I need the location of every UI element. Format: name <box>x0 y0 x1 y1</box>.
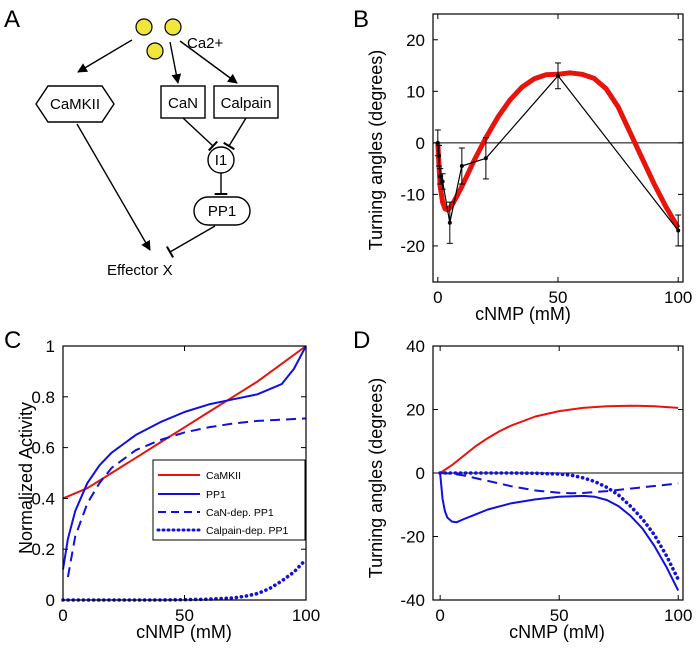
arrow-ca-to-can <box>169 41 182 84</box>
chart-c-ylabel: Normalized Activity <box>16 402 36 554</box>
chart-c-series-0-line <box>62 345 307 500</box>
chart-d-ytick-label: -40 <box>400 591 425 610</box>
chart-d-ylabel: Turning angles (degrees) <box>366 378 386 578</box>
chart-d-series-3-line <box>438 471 681 582</box>
pathway-diagram: Ca2+ CaMKII CaN Calpain I1 PP1 Effector … <box>35 18 279 279</box>
chart-b-ytick-label: 0 <box>416 134 425 153</box>
panel-letter-a: A <box>4 6 20 33</box>
chart-d-ytick-label: 0 <box>416 464 425 483</box>
arrow-camkii-to-effector <box>76 123 151 251</box>
chart-c-ytick-label: 1 <box>46 337 55 356</box>
chart-c-xlabel: cNMP (mM) <box>136 622 232 642</box>
chart-c-ytick-label: 0 <box>46 591 55 610</box>
chart-b-data-point <box>459 164 464 169</box>
chart-b-data-point <box>556 73 560 78</box>
chart-c-series-2-line <box>66 417 307 578</box>
camkii-label: CaMKII <box>50 96 100 113</box>
chart-d-series-1-line <box>439 472 680 591</box>
chart-b-data-point <box>447 220 452 225</box>
effector-label: Effector X <box>107 262 173 279</box>
calcium-ion-icon <box>164 18 182 36</box>
camkii-node <box>35 85 115 123</box>
chart-c-legend: CaMKII PP1 CaN-dep. PP1 Calpain-dep. PP1 <box>152 459 306 541</box>
calcium-ion-icon <box>146 42 164 60</box>
inhibit-pp1-to-effector <box>165 225 216 258</box>
chart-c-series-1-line <box>62 345 307 570</box>
inhibit-can-to-i1 <box>182 117 219 152</box>
chart-c-ytick-label: 0.4 <box>31 489 55 508</box>
chart-b-ytick-label: -20 <box>400 237 425 256</box>
can-label: CaN <box>168 95 198 112</box>
chart-b-xtick-label: 50 <box>549 288 568 307</box>
chart-c-xtick-label: 100 <box>292 606 320 625</box>
chart-b-ytick-label: -10 <box>400 185 425 204</box>
panel-letter-b: B <box>353 6 369 33</box>
chart-d-ytick-label: -20 <box>400 528 425 547</box>
chart-d-ytick-label: 40 <box>406 337 425 356</box>
inhibit-calpain-to-i1 <box>223 117 247 151</box>
chart-b-data-point <box>676 228 681 233</box>
chart-b-data-point <box>440 179 445 184</box>
chart-d-series-2-line <box>440 472 679 495</box>
calcium-ion-icon <box>135 18 153 36</box>
chart-b-data-point <box>483 156 488 161</box>
chart-b-xlabel: cNMP (mM) <box>475 304 571 324</box>
chart-c-ytick-label: 0.6 <box>31 439 55 458</box>
chart-b-xtick-label: 0 <box>433 288 442 307</box>
chart-d-xtick-label: 0 <box>435 606 444 625</box>
chart-c-series-3-line <box>61 557 308 602</box>
legend-label-camkii: CaMKII <box>206 470 241 482</box>
chart-b-xtick-label: 100 <box>664 288 692 307</box>
chart-d-series-0-line <box>439 404 679 474</box>
pp1-node <box>193 196 251 226</box>
chart-b-ytick-label: 20 <box>406 31 425 50</box>
chart-d-xlabel: cNMP (mM) <box>509 622 605 642</box>
chart-d-xtick-label: 100 <box>664 606 692 625</box>
chart-c-xtick-label: 0 <box>58 606 67 625</box>
calcium-label: Ca2+ <box>187 35 224 52</box>
legend-label-can-pp1: CaN-dep. PP1 <box>206 507 274 519</box>
chart-d-ytick-label: 20 <box>406 401 425 420</box>
chart-b-data-point <box>437 153 442 158</box>
chart-c-xtick-label: 50 <box>175 606 194 625</box>
calpain-label: Calpain <box>221 95 272 112</box>
i1-label: I1 <box>215 152 228 169</box>
chart-b-ytick-label: 10 <box>406 82 425 101</box>
chart-c-ytick-label: 0.8 <box>31 388 55 407</box>
panel-letter-c: C <box>4 327 21 354</box>
can-node <box>160 85 206 119</box>
chart-c: 0 50 100 0 0.2 0.4 0.6 0.8 1 cNMP (mM) Normalize… <box>16 337 320 642</box>
chart-b-data-point <box>438 174 443 179</box>
chart-c-ytick-label: 0.2 <box>31 540 55 559</box>
legend-label-calpain-pp1: Calpain-dep. PP1 <box>206 525 288 537</box>
legend-label-pp1: PP1 <box>206 489 226 501</box>
chart-c-legend-box <box>152 459 306 541</box>
chart-d: 0 50 100 40 20 0 -20 -40 cNMP (mM) Turning angl… <box>366 337 692 642</box>
arrow-ca-to-calpain <box>179 40 238 84</box>
chart-b-series-0-line <box>435 70 681 230</box>
chart-b-ylabel: Turning angles (degrees) <box>366 50 386 250</box>
arrow-ca-to-camkii <box>77 39 133 73</box>
chart-b-frame <box>432 13 684 283</box>
panel-letter-d: D <box>353 327 370 354</box>
pp1-label: PP1 <box>208 203 236 220</box>
chart-d-xtick-label: 50 <box>550 606 569 625</box>
